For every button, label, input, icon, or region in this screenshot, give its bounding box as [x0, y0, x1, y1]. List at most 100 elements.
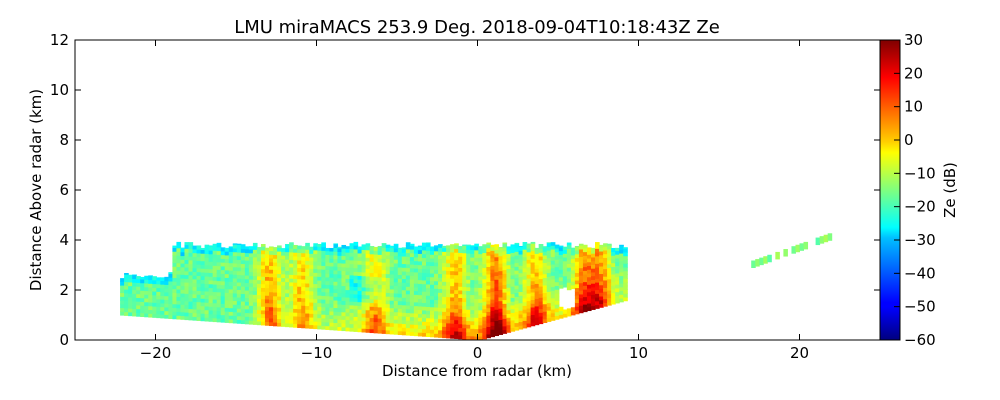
echo-cell	[607, 286, 612, 291]
echo-cell	[494, 279, 500, 284]
echo-cell	[490, 244, 496, 248]
echo-cell	[442, 322, 447, 327]
echo-cell	[430, 317, 435, 323]
echo-cell	[188, 301, 194, 306]
echo-cell	[124, 274, 129, 279]
echo-cell	[538, 285, 544, 291]
echo-cell	[462, 331, 467, 336]
echo-cell	[574, 268, 580, 274]
echo-cell	[530, 261, 536, 267]
echo-cell	[389, 245, 395, 249]
echo-cell	[554, 289, 560, 294]
echo-cell	[454, 315, 459, 321]
echo-cell	[208, 317, 214, 322]
echo-cell	[176, 251, 182, 256]
echo-cell	[120, 311, 125, 316]
echo-fragment	[803, 241, 809, 250]
echo-cell	[256, 257, 262, 262]
echo-cell	[144, 279, 149, 284]
echo-cell	[498, 251, 504, 257]
echo-cell	[538, 263, 544, 268]
echo-cell	[228, 288, 234, 294]
echo-cell	[256, 283, 262, 288]
echo-cell	[405, 259, 411, 265]
echo-cell	[550, 245, 556, 250]
echo-cell	[240, 282, 246, 287]
echo-cell	[486, 322, 491, 327]
echo-cell	[607, 271, 612, 276]
echo-cell	[554, 262, 560, 268]
echo-cell	[136, 278, 141, 283]
echo-cell	[510, 319, 516, 325]
echo-cell	[389, 315, 395, 320]
echo-cell	[172, 254, 178, 260]
echo-cell	[554, 296, 560, 301]
echo-cell	[421, 306, 427, 311]
echo-cell	[530, 295, 536, 300]
echo-cell	[466, 320, 471, 325]
echo-cell	[309, 294, 314, 299]
echo-cell	[393, 300, 399, 305]
echo-cell	[546, 265, 552, 270]
echo-cell	[582, 307, 588, 313]
echo-cell	[381, 269, 387, 274]
echo-cell	[397, 278, 403, 283]
echo-cell	[591, 283, 596, 288]
echo-cell	[353, 282, 359, 287]
echo-cell	[196, 271, 202, 276]
echo-cell	[558, 306, 564, 312]
echo-cell	[329, 295, 335, 301]
echo-cell	[289, 242, 294, 245]
echo-cell	[405, 289, 411, 295]
echo-cell	[184, 293, 190, 298]
echo-cell	[554, 285, 560, 290]
echo-cell	[470, 313, 475, 318]
echo-cell	[478, 246, 483, 251]
echo-cell	[603, 253, 608, 258]
echo-cell	[494, 275, 500, 280]
echo-cell	[321, 246, 326, 251]
echo-cell	[357, 267, 363, 273]
echo-cell	[486, 326, 491, 331]
echo-cell	[321, 325, 326, 330]
echo-cell	[204, 253, 210, 258]
echo-cell	[421, 276, 427, 281]
echo-cell	[405, 242, 411, 246]
echo-cell	[417, 287, 423, 292]
echo-cell	[401, 315, 407, 321]
echo-cell	[172, 292, 178, 297]
echo-cell	[542, 258, 548, 263]
echo-cell	[264, 317, 270, 322]
echo-cell	[385, 284, 391, 290]
echo-cell	[490, 332, 496, 338]
echo-cell	[369, 261, 375, 266]
echo-cell	[236, 319, 242, 324]
echo-cell	[550, 267, 556, 273]
echo-cell	[281, 258, 286, 264]
echo-cell	[305, 286, 310, 292]
echo-cell	[462, 252, 467, 258]
echo-cell	[264, 247, 270, 251]
echo-cell	[184, 308, 190, 313]
echo-cell	[470, 256, 475, 262]
echo-cell	[208, 291, 214, 296]
echo-cell	[434, 261, 439, 267]
echo-cell	[216, 284, 222, 289]
echo-cell	[498, 300, 504, 305]
echo-cell	[353, 260, 359, 265]
echo-cell	[510, 267, 516, 272]
echo-cell	[430, 295, 435, 300]
echo-cell	[349, 327, 355, 332]
echo-cell	[538, 274, 544, 280]
echo-cell	[542, 299, 548, 305]
echo-cell	[466, 294, 471, 299]
echo-cell	[285, 244, 290, 249]
echo-cell	[269, 269, 274, 274]
echo-cell	[365, 328, 371, 333]
echo-cell	[570, 258, 576, 263]
echo-cell	[401, 293, 407, 298]
echo-cell	[273, 258, 278, 263]
echo-cell	[591, 268, 596, 273]
echo-cell	[293, 252, 298, 257]
echo-cell	[281, 303, 286, 309]
